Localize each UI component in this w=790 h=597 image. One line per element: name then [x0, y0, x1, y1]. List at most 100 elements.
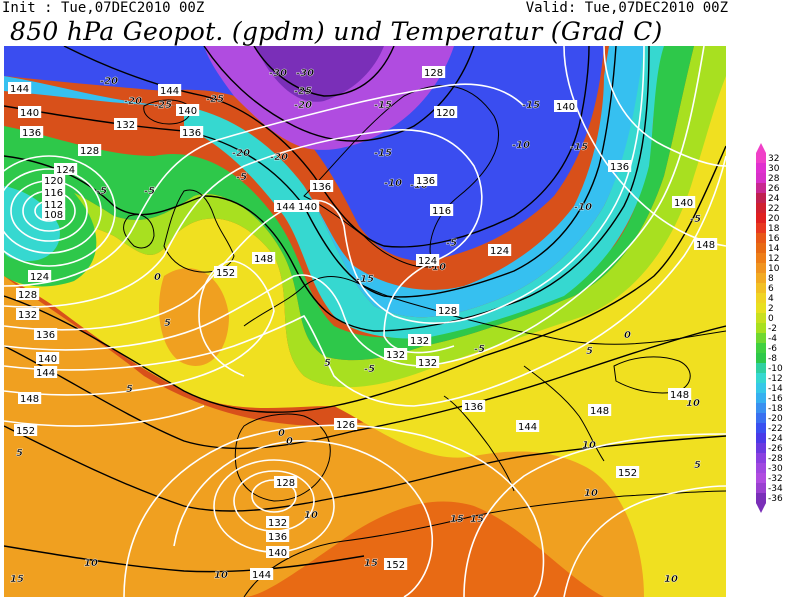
- isotherm-minus10: [4, 46, 617, 298]
- height-label-box: [462, 400, 486, 412]
- legend-cap-top: [756, 143, 766, 153]
- contour-144-north: [4, 155, 726, 407]
- isotherm-0: [4, 145, 726, 413]
- valid-time: Valid: Tue,07DEC2010 00Z: [525, 0, 728, 16]
- height-label: 136: [22, 128, 41, 139]
- legend-label: 2: [768, 304, 774, 314]
- temperature-label: 5: [694, 460, 701, 471]
- legend-swatch: [756, 433, 766, 444]
- temperature-label: 10: [84, 558, 98, 569]
- height-label-box: [34, 366, 58, 378]
- height-label-box: [18, 392, 42, 404]
- legend-label: -22: [768, 424, 783, 434]
- height-label: 148: [670, 390, 689, 401]
- legend-swatch: [756, 453, 766, 464]
- height-label: 128: [276, 478, 295, 489]
- height-label-box: [266, 530, 290, 542]
- chart-title: 850 hPa Geopot. (gpdm) und Temperatur (G…: [10, 17, 663, 46]
- height-label: 132: [268, 518, 287, 529]
- height-label: 152: [618, 468, 637, 479]
- height-label: 140: [298, 202, 317, 213]
- temperature-label: 5: [16, 448, 23, 459]
- height-label: 116: [432, 206, 451, 217]
- legend-label: -8: [768, 354, 777, 364]
- height-label-box: [18, 106, 42, 118]
- legend-svg: 32302826242220181614121086420-2-4-6-8-10…: [756, 143, 783, 513]
- height-label: 128: [18, 290, 37, 301]
- legend-swatch: [756, 173, 766, 184]
- height-label-box: [42, 186, 66, 198]
- legend-swatch: [756, 493, 766, 504]
- height-label: 132: [418, 358, 437, 369]
- height-label-box: [78, 144, 102, 156]
- height-label: 136: [312, 182, 331, 193]
- legend-swatch: [756, 313, 766, 324]
- legend-swatch: [756, 423, 766, 434]
- legend-label: 10: [768, 264, 780, 274]
- height-label-box: [668, 388, 692, 400]
- temperature-label: 0: [154, 272, 161, 283]
- coast-italy: [443, 395, 515, 492]
- height-label: 132: [116, 120, 135, 131]
- height-label: 124: [30, 272, 49, 283]
- temperature-label: -5: [474, 344, 485, 355]
- contour-148: [4, 260, 275, 396]
- temperature-label: -5: [96, 186, 107, 197]
- legend-label: 18: [768, 224, 780, 234]
- legend-label: 4: [768, 294, 774, 304]
- legend-label: -24: [768, 434, 783, 444]
- height-label: 126: [336, 420, 355, 431]
- temperature-label: 10: [664, 574, 678, 585]
- temperature-label: -10: [512, 140, 530, 151]
- legend-label: 22: [768, 204, 779, 214]
- contour-128: [4, 83, 525, 287]
- legend-label: 0: [768, 314, 774, 324]
- height-label: 140: [556, 102, 575, 113]
- temperature-label: -20: [124, 96, 142, 107]
- coast-iceland: [143, 99, 191, 125]
- height-label-box: [274, 476, 298, 488]
- height-label: 120: [436, 108, 455, 119]
- coast-britain: [163, 189, 235, 273]
- height-label-box: [588, 404, 612, 416]
- height-label-box: [54, 163, 78, 175]
- contour-144-south: [123, 424, 545, 597]
- height-label: 140: [20, 108, 39, 119]
- height-label: 144: [10, 84, 29, 95]
- coast-north-africa: [243, 490, 726, 597]
- temperature-label: -25: [294, 86, 312, 97]
- temperature-label: 10: [214, 570, 228, 581]
- temperature-label: -15: [570, 142, 588, 153]
- legend-label: 24: [768, 194, 780, 204]
- contour-152: [4, 405, 205, 427]
- legend-label: -18: [768, 404, 783, 414]
- legend-label: 12: [768, 254, 779, 264]
- height-label-box: [214, 266, 238, 278]
- height-label-box: [34, 328, 58, 340]
- height-label: 128: [80, 146, 99, 157]
- height-label: 152: [386, 560, 405, 571]
- legend-swatch: [756, 183, 766, 194]
- isotherm-minus25: [253, 46, 395, 97]
- height-label-box: [176, 104, 200, 116]
- temperature-label: -30: [296, 68, 314, 79]
- height-label-box: [42, 198, 66, 210]
- legend-swatch: [756, 263, 766, 274]
- height-label: 148: [590, 406, 609, 417]
- temp-zone-cyan-low: [4, 186, 60, 261]
- contour-152-south: [563, 485, 726, 597]
- legend-label: 8: [768, 274, 774, 284]
- height-label-box: [250, 568, 274, 580]
- contour-140-south: [173, 440, 434, 597]
- height-label-box: [408, 334, 432, 346]
- height-label-box: [42, 174, 66, 186]
- isotherm-5: [4, 325, 726, 450]
- contour-136: [4, 46, 645, 331]
- height-label-box: [516, 420, 540, 432]
- temperature-label: -15: [522, 100, 540, 111]
- height-label: 152: [216, 268, 235, 279]
- height-label-box: [310, 180, 334, 192]
- legend-swatch: [756, 323, 766, 334]
- temperature-label: -15: [374, 148, 392, 159]
- temperature-label: 15: [10, 574, 24, 585]
